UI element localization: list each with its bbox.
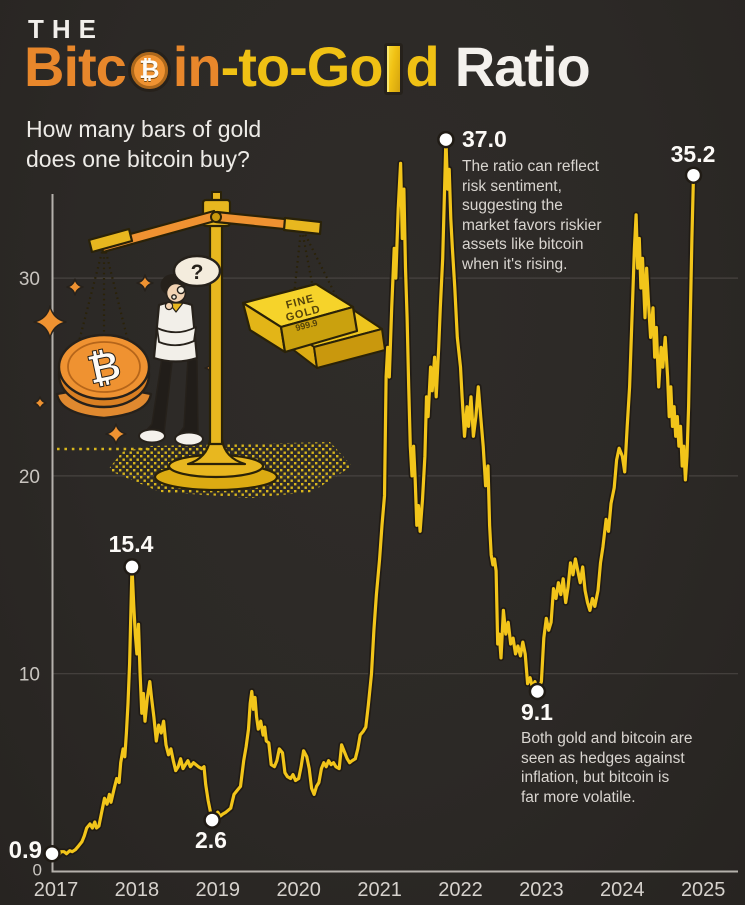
gold-bar-icon: [384, 43, 404, 95]
marker-dot-2.6: [203, 811, 221, 829]
chart-subtitle-question: How many bars of gold does one bitcoin b…: [26, 116, 262, 172]
marker-dot-15.4: [123, 558, 141, 576]
x-tick-label-2024: 2024: [600, 879, 645, 901]
scale-pivot: [210, 211, 222, 223]
y-tick-label-20: 20: [19, 467, 40, 488]
title-segment-d: d: [405, 35, 439, 98]
title-segment-in: in: [172, 35, 222, 98]
x-tick-label-2022: 2022: [438, 879, 483, 901]
title-segment-to: -to-: [220, 35, 308, 98]
title-segment-ratio: Ratio: [454, 35, 591, 98]
marker-label-37-0: 37.0: [462, 126, 507, 152]
thinking-person: [138, 274, 204, 447]
x-tick-label-2021: 2021: [357, 879, 402, 901]
marker-label-15-4: 15.4: [108, 531, 154, 557]
scale-post: [208, 220, 224, 446]
question-mark: ?: [191, 261, 204, 284]
question-thought-bubble: ?: [171, 254, 222, 300]
y-tick-label-0: 0: [33, 861, 42, 880]
marker-label-35-2: 35.2: [670, 141, 716, 167]
bitcoin-coin-inner-ring: [67, 341, 141, 393]
marker-note-risk-sentiment: The ratio can reflect risk sentiment, su…: [462, 158, 602, 273]
marker-note-hedges: Both gold and bitcoin are seen as hedges…: [521, 730, 693, 806]
x-tick-label-2018: 2018: [115, 879, 160, 901]
title-segment-go: Go: [306, 35, 384, 98]
bitcoin-symbol: ₿: [139, 56, 160, 84]
x-tick-label-2020: 2020: [276, 879, 321, 901]
bitcoin-coin-icon: ₿: [127, 48, 171, 92]
gold-bar-front: FINE GOLD 999.9: [241, 282, 359, 354]
marker-label-0-9: 0.9: [8, 837, 42, 864]
y-tick-label-30: 30: [19, 269, 40, 290]
x-tick-label-2019: 2019: [196, 879, 241, 901]
title-kicker: THE: [28, 14, 104, 44]
marker-label-2-6: 2.6: [195, 827, 227, 853]
x-tick-label-2017: 2017: [34, 879, 79, 901]
marker-dot-9.1: [528, 682, 547, 701]
scale-endplate-right: [282, 216, 323, 236]
scale-endplate-left: [87, 227, 134, 254]
title-segment-bitc: Bitc: [24, 35, 127, 98]
ratio-line: [50, 138, 696, 858]
y-tick-label-10: 10: [19, 665, 40, 686]
bitcoin-coin: [57, 333, 151, 401]
marker-dot-35.2: [684, 166, 703, 184]
marker-label-9-1: 9.1: [521, 699, 553, 725]
page-title: Bitc ₿ in -to- Go d Ratio: [24, 35, 591, 98]
x-tick-label-2025: 2025: [681, 879, 726, 901]
scale-post-flare: [186, 438, 247, 466]
marker-dot-37.0: [437, 130, 455, 149]
x-tick-label-2023: 2023: [519, 879, 564, 901]
balance-scale-illustration: ₿ FINE GOLD 999.9: [33, 191, 386, 498]
marker-dot-0.9: [43, 844, 61, 863]
